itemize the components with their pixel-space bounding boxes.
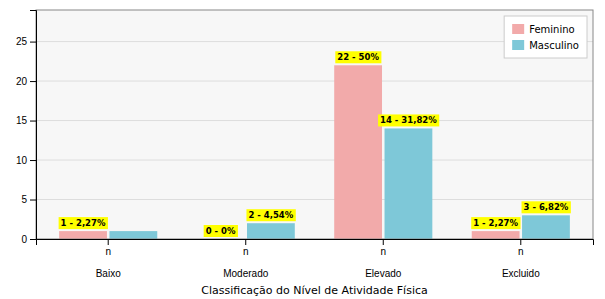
x-tick: n Baixo — [96, 239, 121, 279]
x-tick-mark — [108, 239, 109, 245]
x-tick: n Moderado — [223, 239, 268, 279]
y-axis-line — [30, 11, 37, 240]
chart: 0 5 10 15 20 25 n Baixo n Moderado n Elevado n Exclui… — [0, 0, 605, 299]
bar — [247, 223, 295, 239]
data-label-group: 2 - 4,54% — [246, 209, 295, 221]
y-tick-label: 25 — [16, 36, 28, 47]
legend: Feminino Masculino — [504, 16, 587, 58]
data-label-group: 1 - 2,27% — [471, 217, 520, 229]
x-tick-label: n Baixo — [96, 246, 121, 279]
data-label-box — [471, 217, 520, 229]
x-tick-label: n Excluido — [502, 246, 540, 279]
x-tick-label: n Moderado — [223, 246, 268, 279]
x-tick-label-line: Moderado — [223, 268, 268, 279]
data-label: 0 - 0% — [206, 226, 236, 236]
y-tick: 20 — [16, 76, 36, 87]
plot-frame — [36, 10, 593, 239]
grid-line — [36, 160, 593, 161]
grid-line — [36, 199, 593, 200]
x-tick-label-line: n — [380, 246, 386, 257]
bar-series — [59, 65, 519, 239]
y-tick-label: 20 — [16, 76, 28, 87]
x-tick-mark — [245, 239, 246, 245]
grid-line — [36, 81, 593, 82]
legend-item: Feminino — [512, 24, 574, 35]
data-label-box — [335, 51, 381, 63]
bars — [59, 65, 570, 239]
y-axis: 0 5 10 15 20 25 — [16, 11, 37, 245]
y-tick-mark — [30, 160, 36, 161]
x-axis-line — [37, 240, 594, 246]
bar-series — [109, 128, 569, 239]
data-labels: 1 - 2,27% 0 - 0% 22 - 50% 1 - 2,27% 2 - 4,54… — [59, 51, 571, 237]
bar — [334, 65, 382, 239]
data-label-group: 22 - 50% — [335, 51, 381, 63]
x-tick-label: n Elevado — [365, 246, 402, 279]
y-tick: 0 — [21, 234, 36, 245]
legend-frame — [504, 16, 587, 58]
x-tick-label-line: n — [243, 246, 249, 257]
legend-label: Masculino — [529, 40, 579, 51]
legend-label: Feminino — [529, 24, 574, 35]
plot-background — [36, 10, 593, 239]
data-label-group: 14 - 31,82% — [378, 114, 439, 126]
data-label: 22 - 50% — [337, 52, 379, 62]
data-label: 1 - 2,27% — [61, 218, 106, 228]
y-tick: 15 — [16, 115, 36, 126]
data-label-group: 3 - 6,82% — [522, 201, 571, 213]
y-tick-label: 10 — [16, 155, 28, 166]
data-label-box — [246, 209, 295, 221]
grid-line — [36, 120, 593, 121]
data-label-box — [59, 217, 108, 229]
bar — [109, 231, 157, 239]
data-label-group: 0 - 0% — [204, 225, 238, 237]
x-tick-label-line: n — [518, 246, 524, 257]
x-axis: n Baixo n Moderado n Elevado n Excluido — [37, 239, 594, 279]
data-label-box — [204, 225, 238, 237]
x-axis-title: Classificação do Nível de Atividade Físi… — [201, 284, 428, 297]
data-label: 3 - 6,82% — [524, 202, 569, 212]
x-tick-label-line: Elevado — [365, 268, 402, 279]
y-tick-mark — [30, 42, 36, 43]
bar — [472, 231, 520, 239]
y-tick-mark — [30, 81, 36, 82]
bar — [59, 231, 107, 239]
x-tick-label-line: Baixo — [96, 268, 121, 279]
data-label-box — [522, 201, 571, 213]
x-tick: n Elevado — [365, 239, 402, 279]
x-tick: n Excluido — [502, 239, 540, 279]
legend-swatch — [512, 24, 524, 34]
x-tick-label-line: n — [105, 246, 111, 257]
bar — [522, 215, 570, 239]
y-tick: 10 — [16, 155, 36, 166]
y-tick: 5 — [21, 194, 36, 205]
x-tick-mark — [520, 239, 521, 245]
bar — [385, 128, 433, 239]
data-label-box — [378, 114, 439, 126]
x-tick-mark — [383, 239, 384, 245]
y-tick-label: 5 — [21, 194, 27, 205]
y-tick-mark — [30, 239, 36, 240]
legend-item: Masculino — [512, 40, 579, 51]
y-tick: 25 — [16, 36, 36, 47]
data-label: 1 - 2,27% — [473, 218, 518, 228]
legend-swatch — [512, 40, 524, 50]
y-tick-mark — [30, 200, 36, 201]
grid — [36, 42, 593, 239]
data-label: 2 - 4,54% — [248, 210, 293, 220]
y-tick-label: 15 — [16, 115, 28, 126]
data-label-group: 1 - 2,27% — [59, 217, 108, 229]
data-label: 14 - 31,82% — [380, 115, 437, 125]
y-tick-mark — [30, 121, 36, 122]
x-tick-label-line: Excluido — [502, 268, 540, 279]
y-tick-label: 0 — [21, 234, 27, 245]
plot: 0 5 10 15 20 25 n Baixo n Moderado n Elevado n Exclui… — [16, 10, 594, 279]
